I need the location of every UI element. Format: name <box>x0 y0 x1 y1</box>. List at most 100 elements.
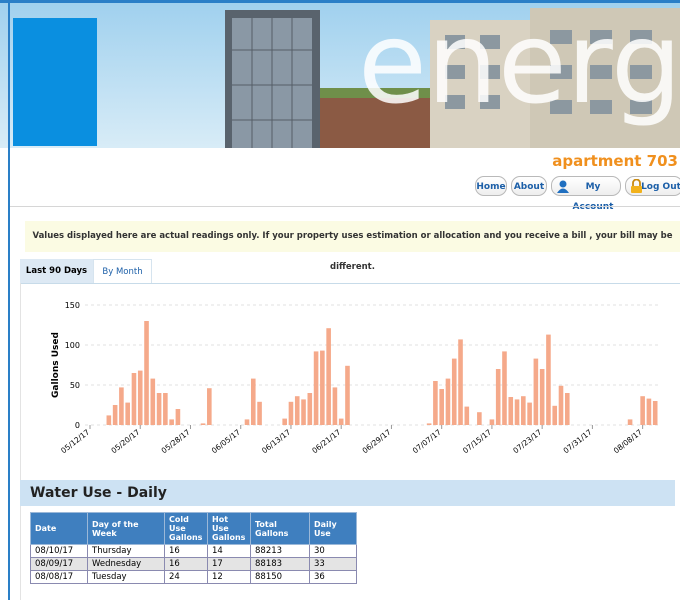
header-row: DateDay of the WeekCold Use GallonsHot U… <box>31 513 357 545</box>
bar <box>289 402 294 425</box>
table-cell: 88150 <box>251 571 310 584</box>
bar <box>559 386 564 425</box>
table-cell: Thursday <box>88 545 165 558</box>
nav-logout-label: Log Out <box>641 182 680 192</box>
x-tick-label: 08/08/17 <box>612 427 644 455</box>
nav-home[interactable]: Home <box>475 176 507 196</box>
table-cell: 24 <box>165 571 208 584</box>
y-tick-label: 150 <box>65 301 80 310</box>
bar <box>113 405 118 425</box>
bar <box>496 369 501 425</box>
table-cell: 88183 <box>251 558 310 571</box>
bar <box>452 359 457 425</box>
bar <box>515 399 520 425</box>
table-cell: 30 <box>310 545 357 558</box>
user-icon <box>557 180 569 193</box>
unit-name: apartment 703 <box>552 152 678 170</box>
bar <box>333 387 338 425</box>
bar <box>490 419 495 425</box>
column-header: Date <box>31 513 88 545</box>
table-cell: 16 <box>165 558 208 571</box>
bar <box>107 415 112 425</box>
bar <box>640 396 645 425</box>
x-tick-label: 06/21/17 <box>310 427 342 455</box>
x-tick-label: 06/29/17 <box>361 427 393 455</box>
bar <box>282 419 287 425</box>
x-tick-label: 05/12/17 <box>59 427 91 455</box>
column-header: Total Gallons <box>251 513 310 545</box>
brand: energy <box>358 0 680 129</box>
nav-logout[interactable]: Log Out <box>625 176 680 196</box>
bar <box>433 381 438 425</box>
bar <box>251 379 256 425</box>
banner: energy <box>0 0 680 148</box>
table-cell: 33 <box>310 558 357 571</box>
table-cell: Wednesday <box>88 558 165 571</box>
bar <box>151 379 156 425</box>
bar <box>465 407 470 425</box>
bar <box>320 351 325 425</box>
bar <box>477 412 482 425</box>
bar <box>508 397 513 425</box>
bar <box>647 399 652 425</box>
bar <box>295 396 300 425</box>
bar <box>144 321 149 425</box>
table-cell: 08/09/17 <box>31 558 88 571</box>
bar <box>207 388 212 425</box>
x-tick-label: 06/13/17 <box>260 427 292 455</box>
column-header: Hot Use Gallons <box>208 513 251 545</box>
bar <box>521 396 526 425</box>
bar <box>257 402 262 425</box>
bar <box>157 393 162 425</box>
x-tick-label: 07/15/17 <box>461 427 493 455</box>
table-cell: 14 <box>208 545 251 558</box>
bar <box>546 335 551 425</box>
bar <box>301 399 306 425</box>
y-tick-label: 50 <box>70 381 80 390</box>
bar <box>132 373 137 425</box>
table-cell: 17 <box>208 558 251 571</box>
bar <box>308 393 313 425</box>
table-cell: 12 <box>208 571 251 584</box>
x-tick-label: 05/20/17 <box>109 427 141 455</box>
bar <box>527 403 532 425</box>
column-header: Day of the Week <box>88 513 165 545</box>
bar <box>176 409 181 425</box>
x-tick-label: 05/28/17 <box>160 427 192 455</box>
bar <box>201 423 206 425</box>
column-header: Daily Use <box>310 513 357 545</box>
bar <box>446 379 451 425</box>
bar <box>163 393 168 425</box>
table-cell: Tuesday <box>88 571 165 584</box>
separator <box>10 206 680 207</box>
bar <box>138 371 143 425</box>
table-cell: 08/08/17 <box>31 571 88 584</box>
page: energy apartment 703 Home About My Accou… <box>0 0 680 600</box>
table-cell: 16 <box>165 545 208 558</box>
bar <box>427 423 432 425</box>
bar <box>314 351 319 425</box>
table-cell: 08/10/17 <box>31 545 88 558</box>
bar <box>653 401 658 425</box>
bar <box>628 419 633 425</box>
bar <box>169 419 174 425</box>
nav-about[interactable]: About <box>511 176 547 196</box>
x-tick-label: 06/05/17 <box>210 427 242 455</box>
bar <box>502 351 507 425</box>
nav-account-label: My Account <box>573 182 614 212</box>
y-axis-title: Gallons Used <box>51 332 61 398</box>
notice: Values displayed here are actual reading… <box>25 221 680 252</box>
nav-account[interactable]: My Account <box>551 176 621 196</box>
x-tick-label: 07/07/17 <box>411 427 443 455</box>
x-tick-label: 07/23/17 <box>511 427 543 455</box>
column-header: Cold Use Gallons <box>165 513 208 545</box>
section-title: Water Use - Daily <box>20 480 675 506</box>
y-tick-label: 0 <box>75 421 80 430</box>
bar <box>552 406 557 425</box>
bar <box>345 366 350 425</box>
bar <box>565 393 570 425</box>
